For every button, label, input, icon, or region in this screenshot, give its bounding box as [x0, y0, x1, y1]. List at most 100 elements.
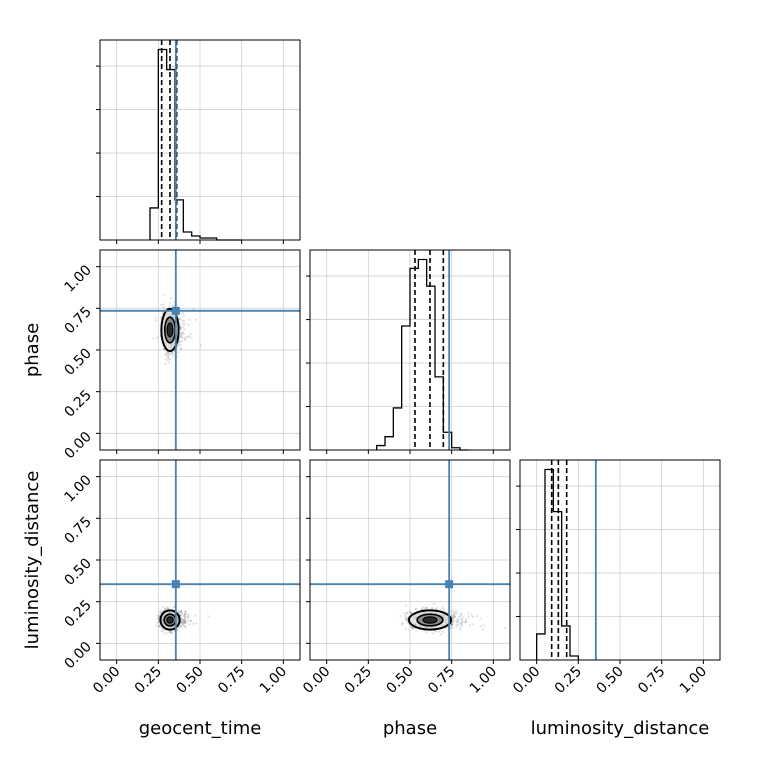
sample-point [192, 622, 195, 625]
sample-point [462, 616, 465, 619]
sample-point [472, 623, 475, 626]
sample-point [157, 618, 160, 621]
sample-point [166, 359, 169, 362]
sample-point [179, 325, 182, 329]
sample-point [186, 612, 190, 616]
sample-point [471, 615, 474, 618]
sample-point [162, 605, 165, 609]
sample-point [455, 623, 458, 626]
sample-point [180, 624, 183, 628]
sample-point [162, 348, 165, 351]
sample-point [180, 336, 183, 339]
y-tick-label: 0.50 [61, 346, 94, 379]
sample-point [451, 615, 454, 619]
sample-point [182, 621, 185, 624]
sample-point [457, 618, 460, 622]
sample-point [453, 614, 457, 618]
sample-point [172, 353, 175, 356]
sample-point [182, 619, 185, 622]
x-tick-label: 0.25 [342, 664, 375, 697]
sample-point [459, 615, 462, 618]
sample-point [453, 611, 457, 615]
sample-point [187, 335, 190, 338]
sample-point [180, 609, 183, 613]
sample-point [194, 318, 197, 321]
sample-point [452, 615, 456, 618]
sample-point [194, 614, 197, 617]
x-tick-label: 0.00 [510, 664, 543, 697]
sample-point [183, 323, 186, 326]
sample-point [189, 332, 192, 336]
sample-point [451, 623, 454, 626]
sample-point [182, 621, 186, 624]
x-axis-label-luminosity-distance: luminosity_distance [531, 718, 710, 739]
sample-point [425, 606, 428, 609]
sample-point [180, 347, 183, 350]
sample-point [180, 333, 184, 336]
sample-point [163, 608, 167, 611]
x-tick-label: 1.00 [257, 664, 290, 697]
sample-point [461, 621, 464, 624]
sample-point [432, 602, 435, 605]
sample-point [415, 608, 418, 611]
sample-point [184, 338, 187, 341]
sample-point [188, 623, 191, 626]
sample-point [155, 336, 159, 339]
sample-point [171, 351, 174, 354]
y-tick-label: 1.00 [61, 262, 94, 295]
sample-point [167, 607, 170, 610]
sample-point [173, 300, 176, 304]
sample-point [183, 610, 186, 613]
sample-point [157, 614, 161, 618]
y-tick-label: 0.50 [61, 556, 94, 589]
sample-point [169, 302, 172, 305]
sample-point [155, 319, 158, 322]
sample-point [186, 615, 189, 618]
sample-point [184, 625, 187, 628]
sample-point [460, 623, 463, 626]
histogram-steps [149, 48, 242, 241]
sample-point [455, 609, 458, 612]
sample-point [452, 620, 455, 624]
sample-point [504, 626, 507, 629]
y-axis-label-luminosity-distance: luminosity_distance [22, 471, 43, 650]
sample-point [190, 336, 193, 339]
sample-point [180, 611, 184, 615]
sample-point [170, 632, 174, 635]
sample-point [182, 325, 185, 329]
sample-point [189, 620, 192, 623]
sample-point [182, 619, 185, 622]
sample-point [181, 622, 184, 625]
sample-point [158, 625, 161, 628]
sample-point [160, 629, 163, 633]
sample-point [165, 631, 168, 634]
sample-point [403, 612, 406, 615]
histogram-steps [376, 258, 469, 451]
sample-point [460, 613, 463, 616]
sample-point [412, 627, 415, 630]
sample-point [404, 615, 407, 618]
sample-point [179, 610, 182, 614]
sample-point [181, 312, 184, 315]
sample-point [451, 610, 454, 613]
sample-point [167, 353, 170, 356]
sample-point [405, 604, 408, 607]
sample-point [409, 612, 412, 615]
sample-point [425, 631, 428, 634]
sample-point [415, 629, 418, 632]
sample-point [184, 612, 187, 615]
sample-point [183, 618, 186, 621]
sample-point [409, 610, 412, 613]
sample-point [187, 335, 190, 338]
sample-point [460, 618, 464, 621]
sample-point [159, 609, 162, 612]
sample-point [156, 621, 160, 624]
sample-point [456, 620, 459, 623]
histogram-panel-phase [306, 249, 511, 454]
panels: 0.00 0.25 0.50 0.75 1.000.000.250.500.751.00… [61, 39, 721, 697]
sample-point [167, 355, 170, 358]
sample-point [192, 308, 195, 311]
sample-point [482, 624, 485, 627]
sample-point [154, 317, 157, 320]
sample-point [199, 344, 202, 347]
